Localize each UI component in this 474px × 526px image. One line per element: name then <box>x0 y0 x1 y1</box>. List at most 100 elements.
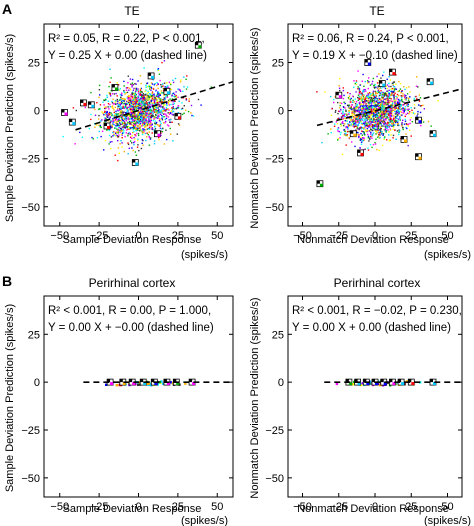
data-point <box>117 131 119 133</box>
data-point <box>399 130 401 132</box>
data-point <box>154 96 156 99</box>
data-point <box>392 94 395 96</box>
data-point <box>362 139 365 142</box>
data-point <box>143 101 145 104</box>
data-point <box>349 99 352 101</box>
data-point <box>385 100 387 102</box>
data-point <box>366 107 368 109</box>
data-point <box>132 129 134 131</box>
data-point <box>362 111 364 113</box>
data-point <box>341 113 344 115</box>
data-point <box>140 96 142 98</box>
data-point <box>399 107 401 109</box>
data-point <box>127 98 129 100</box>
data-point <box>137 92 140 94</box>
data-point <box>90 91 92 94</box>
data-point <box>154 95 156 97</box>
data-point <box>106 129 108 131</box>
data-point <box>99 104 102 106</box>
data-point <box>353 109 355 111</box>
data-point <box>118 106 121 108</box>
data-point <box>151 127 154 129</box>
data-point <box>401 101 404 103</box>
data-point <box>367 80 369 82</box>
data-point <box>364 120 367 123</box>
data-point <box>94 108 96 111</box>
data-point <box>351 120 353 122</box>
data-point <box>150 137 152 139</box>
data-point <box>374 111 376 114</box>
data-point <box>382 133 385 135</box>
data-point <box>146 122 148 124</box>
data-point <box>395 116 397 118</box>
data-point <box>108 108 110 110</box>
data-point <box>411 121 413 123</box>
data-point <box>376 112 379 115</box>
data-point <box>405 113 407 116</box>
data-point <box>142 122 144 124</box>
data-point <box>382 115 384 117</box>
data-point <box>383 110 385 112</box>
x-axis-units: (spikes/s) <box>181 515 228 526</box>
data-point <box>149 118 152 120</box>
data-point <box>370 118 372 120</box>
data-point <box>110 113 113 115</box>
data-point <box>395 113 397 115</box>
data-point <box>190 112 192 114</box>
data-point <box>373 86 375 89</box>
data-point <box>157 107 159 109</box>
data-point <box>123 120 126 123</box>
data-point <box>364 148 366 150</box>
data-point <box>380 102 382 105</box>
data-point <box>363 125 366 127</box>
data-point <box>169 112 172 115</box>
data-point <box>110 95 112 97</box>
data-point <box>386 101 389 104</box>
data-point <box>137 97 139 99</box>
data-point <box>342 106 345 108</box>
data-point <box>345 127 347 129</box>
data-point <box>380 128 382 130</box>
data-point <box>119 94 122 96</box>
data-point <box>371 119 373 121</box>
data-point <box>109 106 111 108</box>
data-point <box>128 94 130 97</box>
data-point <box>111 125 113 127</box>
data-point <box>394 92 396 94</box>
data-point <box>401 96 403 99</box>
data-point <box>407 104 409 107</box>
data-point <box>369 124 371 127</box>
data-point <box>141 91 143 93</box>
data-point <box>380 119 382 121</box>
data-point <box>122 107 125 109</box>
data-point <box>100 135 102 138</box>
stats-line-1: R² < 0.001, R = 0.00, P = 1.000, <box>48 305 211 317</box>
data-point <box>149 124 151 127</box>
data-point <box>382 120 384 122</box>
data-point <box>368 140 370 142</box>
data-point <box>384 92 386 94</box>
data-point <box>365 125 367 128</box>
data-point <box>134 98 136 101</box>
data-point <box>155 122 157 125</box>
data-point <box>132 101 134 103</box>
data-point <box>407 103 409 105</box>
data-point <box>172 81 175 84</box>
data-point <box>137 120 140 123</box>
data-point <box>163 97 165 99</box>
data-point <box>188 98 190 100</box>
data-point <box>342 97 345 100</box>
data-point <box>365 124 367 127</box>
data-point <box>347 123 349 125</box>
data-point <box>385 131 387 133</box>
data-point <box>140 113 142 116</box>
data-point <box>367 109 369 111</box>
data-point <box>111 102 114 104</box>
data-point <box>165 94 167 97</box>
data-point <box>401 123 403 125</box>
data-point <box>124 126 126 128</box>
data-point <box>147 95 150 97</box>
data-point <box>381 106 384 108</box>
data-point <box>354 114 357 117</box>
data-point <box>158 115 160 118</box>
